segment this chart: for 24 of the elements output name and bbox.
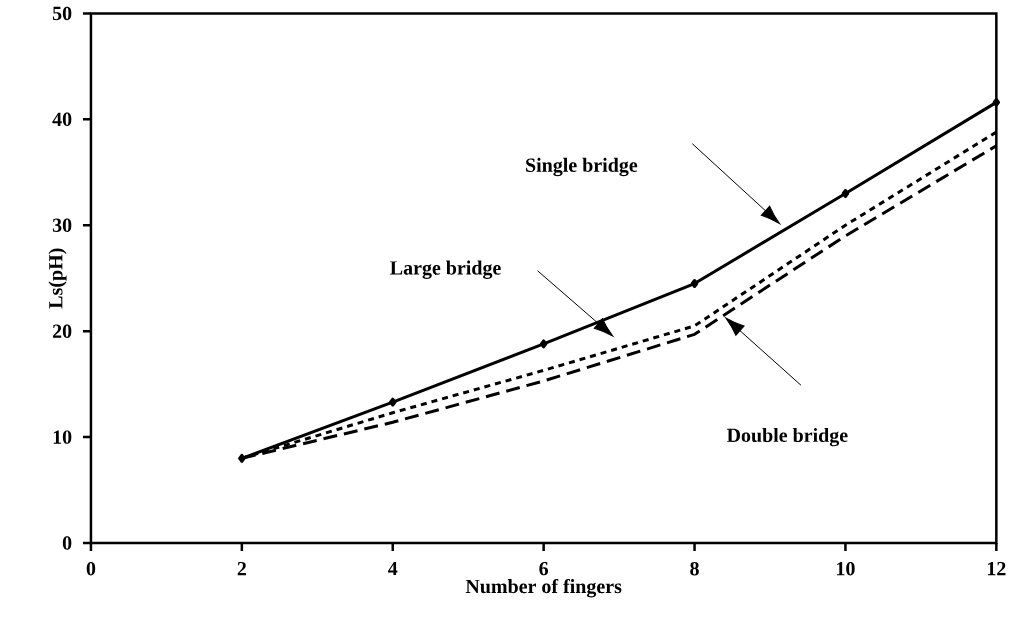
x-tick-label: 6: [539, 561, 549, 576]
y-tick-label: 0: [62, 536, 72, 550]
annotation: Single bridge: [526, 157, 638, 177]
point: [539, 339, 548, 349]
y-tick-label: 50: [52, 6, 72, 21]
x-tick-label: 8: [690, 561, 699, 576]
x-tick-label: 12: [987, 561, 1006, 576]
y-tick-label: 30: [52, 218, 72, 232]
point: [238, 453, 246, 463]
y-tick-label: 10: [53, 430, 72, 444]
point: [841, 188, 850, 198]
y-tick-label: 20: [52, 324, 72, 338]
annotation: Large bridge: [390, 260, 501, 279]
x-axis-title: Number of fingers: [465, 578, 622, 598]
point: [389, 397, 397, 407]
x-tick-label: 4: [388, 561, 398, 576]
y-tick-label: 40: [52, 112, 72, 127]
y-axis-title: Ls(pH): [48, 248, 67, 309]
x-tick-label: 2: [237, 561, 246, 576]
annotation: Double bridge: [726, 427, 848, 447]
point: [690, 279, 699, 289]
x-tick-label: 0: [86, 561, 96, 576]
point: [992, 97, 1001, 107]
x-tick-label: 10: [837, 561, 855, 576]
